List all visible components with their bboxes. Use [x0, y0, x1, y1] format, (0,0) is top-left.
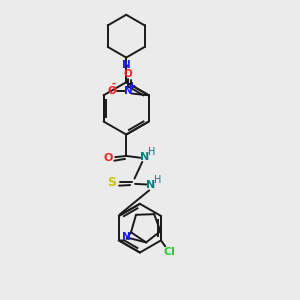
Text: N: N	[122, 232, 131, 242]
Text: H: H	[154, 175, 161, 185]
Text: N: N	[124, 85, 132, 96]
Text: N: N	[122, 60, 130, 70]
Text: Cl: Cl	[164, 247, 176, 256]
Text: O: O	[108, 85, 117, 96]
Text: H: H	[148, 147, 155, 157]
Text: -: -	[111, 79, 115, 89]
Text: +: +	[128, 81, 135, 90]
Text: O: O	[104, 153, 113, 163]
Text: S: S	[107, 176, 116, 189]
Text: O: O	[124, 69, 132, 79]
Text: N: N	[140, 152, 149, 161]
Text: N: N	[146, 180, 155, 190]
